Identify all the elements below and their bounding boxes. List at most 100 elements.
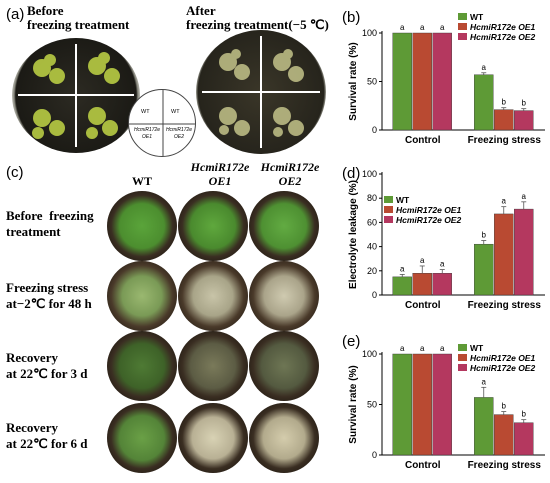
panel-a-letter: (a) [6, 6, 25, 23]
x-category-label: Control [405, 300, 441, 311]
pot-photo-recovery6d-oe2 [249, 403, 319, 473]
bar [494, 109, 514, 131]
significance-letter: b [522, 410, 527, 419]
key-cell-oe2: HcmiR172e OE2 [165, 127, 193, 140]
bar [474, 243, 494, 296]
y-tick-label: 50 [367, 77, 377, 87]
pot-photo-recovery3d-oe2 [249, 331, 319, 401]
legend-swatch [458, 354, 467, 361]
bar [392, 32, 412, 131]
pot-photo-recovery6d-wt [107, 403, 177, 473]
bar [514, 110, 534, 131]
legend-label: HcmiR172e OE2 [396, 215, 461, 225]
bar [474, 397, 494, 456]
x-category-label: Freezing stress [468, 300, 542, 311]
column-header-oe2: HcmiR172e OE2 [260, 160, 320, 188]
pot-photo-recovery6d-oe1 [178, 403, 248, 473]
bar [514, 208, 534, 296]
pot-photo-recovery3d-wt [107, 331, 177, 401]
row-label-freezing: Freezing stress at−2℃ for 48 h [6, 280, 92, 311]
legend-label: WT [470, 12, 484, 22]
key-cell-wt-2: WT [171, 109, 180, 115]
chart-e: (e) Survival rate (%) 0 50 100 a a a Control a b b F… [342, 333, 545, 471]
pot-photo-freezing-oe2 [249, 261, 319, 331]
significance-letter: a [400, 23, 405, 32]
pot-photo-before-wt [107, 191, 177, 261]
significance-letter: a [420, 23, 425, 32]
legend-swatch [458, 344, 467, 351]
bar [432, 273, 452, 296]
significance-letter: a [502, 197, 507, 206]
legend-label: HcmiR172e OE1 [470, 353, 535, 363]
after-label: After freezing treatment(−5 ℃) [186, 3, 329, 32]
y-tick-label: 40 [367, 242, 377, 252]
legend-swatch [384, 206, 393, 213]
legend-swatch [458, 33, 467, 40]
before-label: Before freezing treatment [27, 3, 130, 32]
legend-swatch [384, 196, 393, 203]
x-category-label: Control [405, 135, 441, 146]
y-tick-label: 100 [362, 169, 377, 179]
bar [432, 353, 452, 456]
bar [474, 74, 494, 131]
panel-letter: (b) [342, 9, 360, 26]
legend-label: HcmiR172e OE1 [470, 22, 535, 32]
bar [494, 414, 514, 456]
panel-letter: (e) [342, 333, 360, 350]
y-tick-label: 60 [367, 217, 377, 227]
chart-d: (d)Electrolyte leakage (%) 0 20 40 60 80 100 a a… [342, 165, 545, 311]
significance-letter: a [400, 264, 405, 273]
row-label-recovery-6d: Recovery at 22℃ for 6 d [6, 420, 88, 451]
y-axis-label: Survival rate (%) [348, 365, 359, 443]
legend-swatch [458, 13, 467, 20]
bar [412, 32, 432, 131]
pot-photo-before-oe2 [249, 191, 319, 261]
key-cell-wt-1: WT [141, 109, 150, 115]
chart-b: (b) Survival rate (%) 0 50 100 a a a Control a b b F… [342, 9, 545, 146]
pot-photo-recovery3d-oe1 [178, 331, 248, 401]
significance-letter: a [482, 377, 487, 386]
bar [494, 213, 514, 296]
after-dish-photo [196, 30, 326, 154]
column-header-wt: WT [132, 174, 153, 188]
bar [432, 32, 452, 131]
significance-letter: b [482, 231, 487, 240]
significance-letter: a [440, 260, 445, 269]
panel-c: (c) WT HcmiR172e OE1 HcmiR172e OE2 Befor… [0, 158, 330, 483]
bar [514, 422, 534, 456]
significance-letter: b [522, 99, 527, 108]
column-header-oe1: HcmiR172e OE1 [190, 160, 250, 188]
y-tick-label: 100 [362, 28, 377, 38]
bar [392, 276, 412, 296]
panel-letter: (d) [342, 165, 360, 182]
bar [412, 273, 432, 296]
x-category-label: Freezing stress [468, 460, 542, 471]
legend-label: HcmiR172e OE2 [470, 32, 535, 42]
significance-letter: a [420, 344, 425, 353]
before-dish-photo [12, 38, 140, 153]
bar [412, 353, 432, 456]
panel-c-letter: (c) [6, 164, 24, 181]
panel-a: (a) Before freezing treatment After free… [0, 0, 335, 160]
y-axis-label: Survival rate (%) [348, 42, 359, 120]
significance-letter: a [522, 192, 527, 201]
legend-swatch [458, 23, 467, 30]
significance-letter: a [420, 256, 425, 265]
x-category-label: Control [405, 460, 441, 471]
x-category-label: Freezing stress [468, 135, 542, 146]
key-cell-oe1: HcmiR172e OE1 [133, 127, 161, 140]
y-axis-label: Electrolyte leakage (%) [348, 180, 359, 289]
significance-letter: a [400, 344, 405, 353]
significance-letter: a [440, 23, 445, 32]
y-tick-label: 0 [372, 290, 377, 300]
legend-label: HcmiR172e OE2 [470, 363, 535, 373]
y-tick-label: 100 [362, 349, 377, 359]
legend-label: HcmiR172e OE1 [396, 205, 461, 215]
y-tick-label: 50 [367, 400, 377, 410]
significance-letter: b [502, 402, 507, 411]
significance-letter: b [502, 98, 507, 107]
legend-label: WT [470, 343, 484, 353]
y-tick-label: 80 [367, 193, 377, 203]
pot-photo-freezing-oe1 [178, 261, 248, 331]
significance-letter: a [440, 344, 445, 353]
